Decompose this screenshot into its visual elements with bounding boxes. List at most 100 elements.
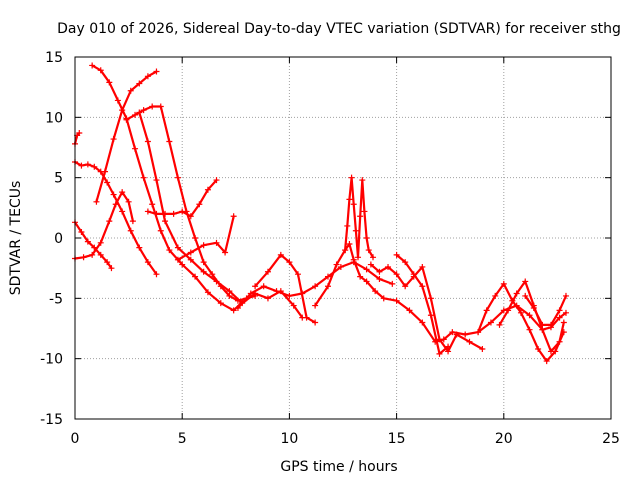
data-point [140, 174, 147, 181]
data-point [522, 278, 529, 285]
data-point [483, 307, 490, 314]
data-point [132, 111, 139, 118]
data-point [290, 302, 297, 309]
data-point [526, 326, 533, 333]
data-point [277, 251, 284, 258]
data-point [213, 239, 220, 246]
data-point [222, 249, 229, 256]
data-point [166, 247, 173, 254]
data-point [363, 235, 370, 241]
y-tick-label: -15 [40, 412, 63, 428]
series-line [125, 105, 257, 302]
x-tick-label: 5 [178, 431, 187, 447]
data-series [72, 62, 569, 365]
data-point [106, 218, 113, 225]
data-point [560, 319, 567, 326]
data-point [393, 251, 400, 258]
data-point [556, 314, 563, 321]
data-point [192, 235, 199, 241]
data-point [200, 268, 207, 275]
data-point [127, 227, 134, 234]
data-point [453, 331, 460, 338]
data-point [187, 213, 194, 220]
data-point [89, 62, 96, 69]
data-point [363, 266, 370, 273]
data-point [303, 314, 310, 321]
data-point [104, 259, 111, 266]
data-point [543, 358, 550, 365]
data-point [348, 174, 355, 181]
data-point [234, 304, 241, 311]
data-point [112, 201, 119, 208]
x-tick-label: 10 [280, 431, 298, 447]
data-point [357, 273, 364, 280]
data-point [78, 162, 85, 169]
data-point [367, 261, 374, 268]
data-point [157, 103, 164, 110]
data-point [136, 244, 143, 251]
data-point [312, 319, 319, 326]
data-point [389, 280, 396, 287]
data-point [166, 138, 173, 145]
data-point [337, 263, 344, 270]
data-point [500, 280, 507, 287]
data-point [149, 103, 156, 110]
y-tick-label: -10 [40, 352, 63, 368]
data-point [346, 196, 353, 203]
series-arc-l [252, 251, 319, 326]
data-point [350, 201, 357, 208]
data-point [144, 259, 151, 266]
data-point [110, 191, 117, 198]
data-point [526, 312, 533, 319]
data-point [132, 145, 139, 152]
data-point [436, 336, 443, 343]
data-point [419, 283, 426, 290]
data-point [179, 261, 186, 268]
data-point [402, 283, 409, 290]
data-point [562, 309, 569, 316]
y-tick-label: 10 [45, 110, 63, 126]
series-line [524, 294, 568, 326]
data-point [419, 263, 426, 270]
data-point [119, 107, 126, 114]
data-point [372, 288, 379, 295]
y-tick-label: 15 [45, 50, 63, 66]
data-point [226, 288, 233, 295]
data-point [125, 198, 132, 205]
data-point [363, 278, 370, 285]
data-point [475, 329, 482, 336]
data-point [247, 290, 254, 297]
series-line [95, 70, 158, 203]
x-tick-label: 25 [602, 431, 620, 447]
data-point [91, 163, 98, 170]
data-point [449, 329, 456, 336]
data-point [350, 256, 357, 263]
data-point [97, 239, 104, 246]
data-point [84, 161, 91, 168]
data-point [324, 273, 331, 280]
data-point [393, 297, 400, 304]
y-tick-label: 0 [54, 231, 63, 247]
data-point [370, 254, 377, 261]
data-point [333, 261, 340, 268]
data-point [260, 283, 267, 290]
data-point [123, 116, 130, 123]
data-point [174, 256, 181, 263]
data-point [217, 300, 224, 307]
series-line [176, 215, 235, 261]
data-point [376, 276, 383, 283]
data-point [93, 198, 100, 205]
data-point [78, 228, 85, 235]
data-point [492, 292, 499, 299]
data-point [174, 174, 181, 181]
data-point [230, 307, 237, 314]
data-point [127, 87, 134, 94]
series-arc-n [342, 174, 377, 261]
data-point [496, 321, 503, 328]
data-point [149, 201, 156, 208]
data-point [157, 227, 164, 234]
data-point [346, 241, 353, 248]
data-point [535, 346, 542, 353]
series-arc-b [72, 158, 160, 278]
data-point [513, 290, 520, 297]
